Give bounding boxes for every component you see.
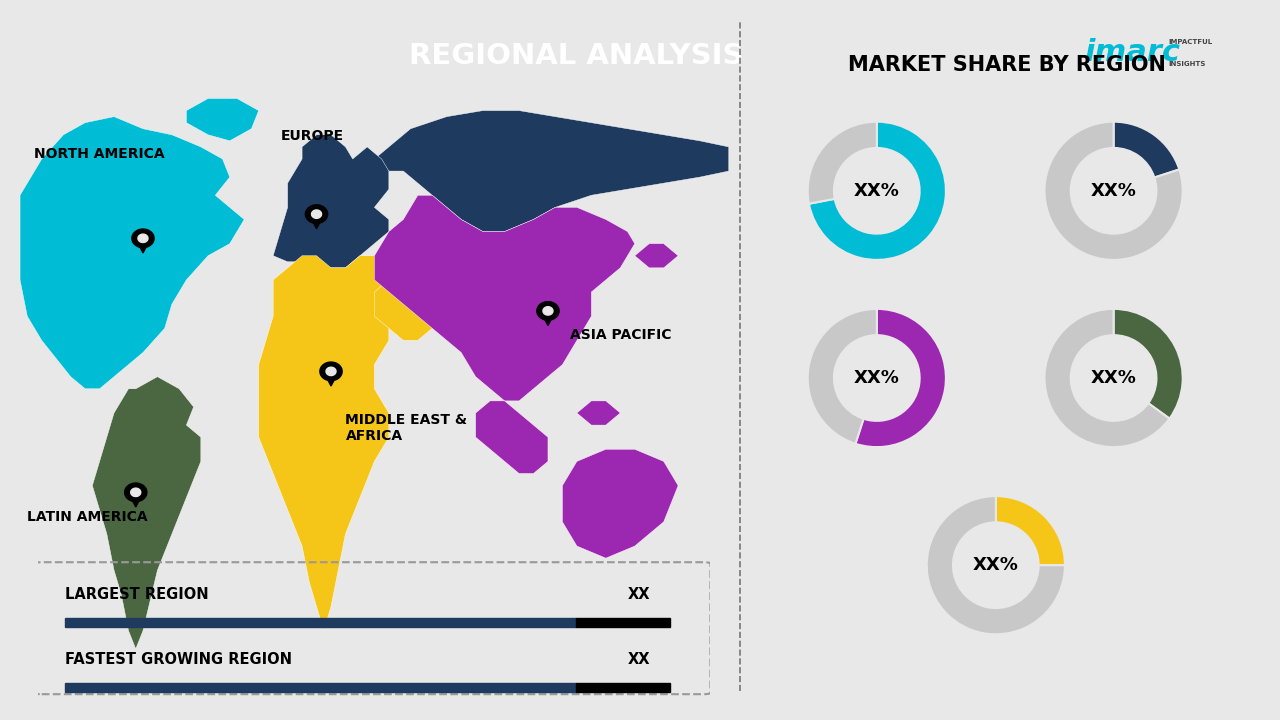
Wedge shape [808, 122, 877, 204]
Text: imarc: imarc [1084, 38, 1180, 67]
Polygon shape [138, 234, 148, 243]
Wedge shape [996, 496, 1065, 565]
Polygon shape [543, 307, 553, 315]
Text: EUROPE: EUROPE [280, 129, 343, 143]
Wedge shape [809, 122, 946, 260]
Polygon shape [476, 401, 548, 474]
Text: LATIN AMERICA: LATIN AMERICA [27, 510, 148, 523]
Text: XX%: XX% [973, 556, 1019, 575]
Polygon shape [375, 111, 728, 232]
Polygon shape [311, 210, 321, 218]
Polygon shape [311, 217, 323, 229]
Text: IMPACTFUL: IMPACTFUL [1169, 39, 1212, 45]
Polygon shape [325, 374, 337, 386]
Text: XX%: XX% [1091, 181, 1137, 199]
Text: FASTEST GROWING REGION: FASTEST GROWING REGION [65, 652, 292, 667]
Polygon shape [124, 483, 147, 502]
Bar [65, 683, 576, 692]
Wedge shape [808, 309, 877, 444]
Wedge shape [1044, 309, 1170, 447]
Polygon shape [635, 243, 678, 268]
Polygon shape [92, 377, 201, 649]
Text: INSIGHTS: INSIGHTS [1169, 61, 1206, 67]
Wedge shape [855, 309, 946, 447]
Bar [576, 618, 671, 627]
Text: XX%: XX% [854, 181, 900, 199]
Text: XX: XX [627, 587, 650, 602]
Text: MIDDLE EAST &
AFRICA: MIDDLE EAST & AFRICA [346, 413, 467, 444]
Polygon shape [131, 488, 141, 497]
Wedge shape [927, 496, 1065, 634]
Wedge shape [1044, 122, 1183, 260]
Text: XX: XX [627, 652, 650, 667]
Polygon shape [577, 401, 621, 425]
Polygon shape [137, 241, 148, 253]
Polygon shape [132, 229, 154, 248]
Bar [65, 618, 576, 627]
Polygon shape [273, 135, 389, 268]
Text: LARGEST REGION: LARGEST REGION [65, 587, 209, 602]
Wedge shape [1114, 309, 1183, 418]
Polygon shape [375, 195, 635, 401]
Text: MARKET SHARE BY REGION: MARKET SHARE BY REGION [849, 55, 1166, 76]
Polygon shape [536, 302, 559, 320]
Polygon shape [375, 280, 433, 341]
Text: ASIA PACIFIC: ASIA PACIFIC [570, 328, 671, 342]
Text: XX%: XX% [1091, 369, 1137, 387]
Text: REGIONAL ANALYSIS: REGIONAL ANALYSIS [408, 42, 744, 70]
Polygon shape [187, 99, 259, 141]
Polygon shape [562, 449, 678, 558]
Polygon shape [320, 362, 342, 381]
Wedge shape [1114, 122, 1179, 178]
Bar [576, 683, 671, 692]
Polygon shape [326, 367, 337, 376]
Polygon shape [306, 204, 328, 223]
Polygon shape [20, 117, 244, 389]
Polygon shape [129, 495, 142, 507]
Text: NORTH AMERICA: NORTH AMERICA [35, 147, 165, 161]
Polygon shape [259, 256, 403, 631]
Text: XX%: XX% [854, 369, 900, 387]
Polygon shape [541, 314, 554, 325]
